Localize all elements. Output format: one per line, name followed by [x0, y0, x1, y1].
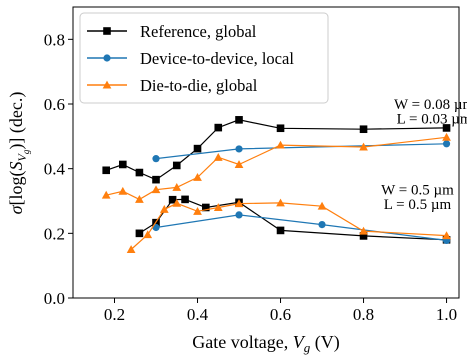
- plot-frame: [72, 6, 460, 299]
- data-point: [318, 221, 326, 229]
- legend-entry: Device-to-device, local: [87, 49, 294, 68]
- data-point: [193, 206, 202, 215]
- data-point: [159, 205, 169, 213]
- legend-marker: [103, 27, 111, 35]
- data-point: [442, 132, 451, 141]
- data-point: [213, 203, 223, 211]
- data-point: [152, 155, 160, 163]
- data-point: [276, 226, 285, 235]
- data-point: [152, 175, 160, 184]
- data-point: [442, 231, 451, 240]
- data-point: [135, 195, 144, 203]
- data-point: [276, 124, 285, 133]
- x-tick-label: 0.4: [187, 305, 209, 324]
- y-tick-label: 0.6: [44, 95, 65, 114]
- y-tick-label: 0.2: [44, 224, 65, 243]
- series-5: [126, 198, 451, 253]
- data-point: [276, 198, 285, 207]
- series-0: [102, 116, 451, 184]
- data-point: [172, 198, 182, 207]
- data-point: [143, 230, 153, 239]
- x-axis-label: Gate voltage, Vg (V): [192, 332, 339, 355]
- data-point: [235, 145, 243, 153]
- y-tick-label: 0.4: [44, 160, 66, 179]
- legend-box: [79, 12, 329, 104]
- annotation-layer: W = 0.08 µmL = 0.03 µm W = 0.5 µmL = 0.5 …: [381, 97, 467, 213]
- data-point: [135, 229, 144, 238]
- ticks-layer: 0.2 0.4 0.6 0.8 1.0 0.0 0.2 0.4 0.6 0.8: [44, 30, 457, 324]
- legend-entry: Reference, global: [87, 22, 257, 41]
- annotation-text: W = 0.5 µm: [381, 183, 454, 199]
- data-point: [234, 160, 244, 168]
- legend-marker: [103, 54, 111, 62]
- y-tick-label: 0.0: [44, 289, 65, 308]
- legend-label: Device-to-device, local: [140, 49, 294, 68]
- x-tick-label: 0.6: [270, 305, 291, 324]
- annotation-text: L = 0.03 µm: [397, 112, 467, 128]
- x-tick-label: 0.8: [353, 305, 374, 324]
- data-point: [135, 168, 144, 177]
- legend-label: Die-to-die, global: [140, 76, 258, 95]
- data-point: [214, 123, 223, 132]
- data-point: [235, 116, 243, 124]
- data-point: [213, 152, 223, 161]
- data-point: [276, 140, 285, 149]
- data-point: [359, 226, 368, 235]
- data-point: [118, 186, 128, 195]
- data-point: [442, 124, 451, 132]
- data-point: [193, 144, 202, 153]
- data-point: [181, 195, 189, 204]
- annotation-text: W = 0.08 µm: [394, 97, 467, 113]
- data-point: [317, 201, 327, 210]
- data-point: [168, 195, 177, 204]
- legend-marker: [102, 80, 112, 89]
- legend: Reference, global Device-to-device, local…: [79, 12, 329, 104]
- data-point: [234, 199, 244, 208]
- data-point: [101, 190, 111, 199]
- x-tick-label: 1.0: [436, 305, 457, 324]
- data-point: [172, 161, 181, 170]
- data-point: [119, 160, 127, 169]
- series-2: [101, 132, 451, 203]
- data-point: [202, 203, 210, 212]
- data-point: [359, 142, 368, 151]
- data-point: [126, 245, 136, 253]
- series-layer: [101, 116, 451, 253]
- data-point: [359, 232, 368, 240]
- data-point: [172, 183, 182, 191]
- y-tick-label: 0.8: [44, 30, 65, 49]
- data-point: [102, 166, 111, 175]
- data-point: [235, 211, 243, 219]
- x-tick-label: 0.2: [104, 305, 125, 324]
- data-point: [193, 173, 202, 181]
- legend-label: Reference, global: [140, 22, 257, 41]
- data-point: [151, 185, 161, 194]
- data-point: [359, 125, 368, 134]
- legend-entry: Die-to-die, global: [87, 76, 258, 95]
- data-point: [442, 140, 451, 148]
- annotation-text: L = 0.5 µm: [384, 197, 452, 213]
